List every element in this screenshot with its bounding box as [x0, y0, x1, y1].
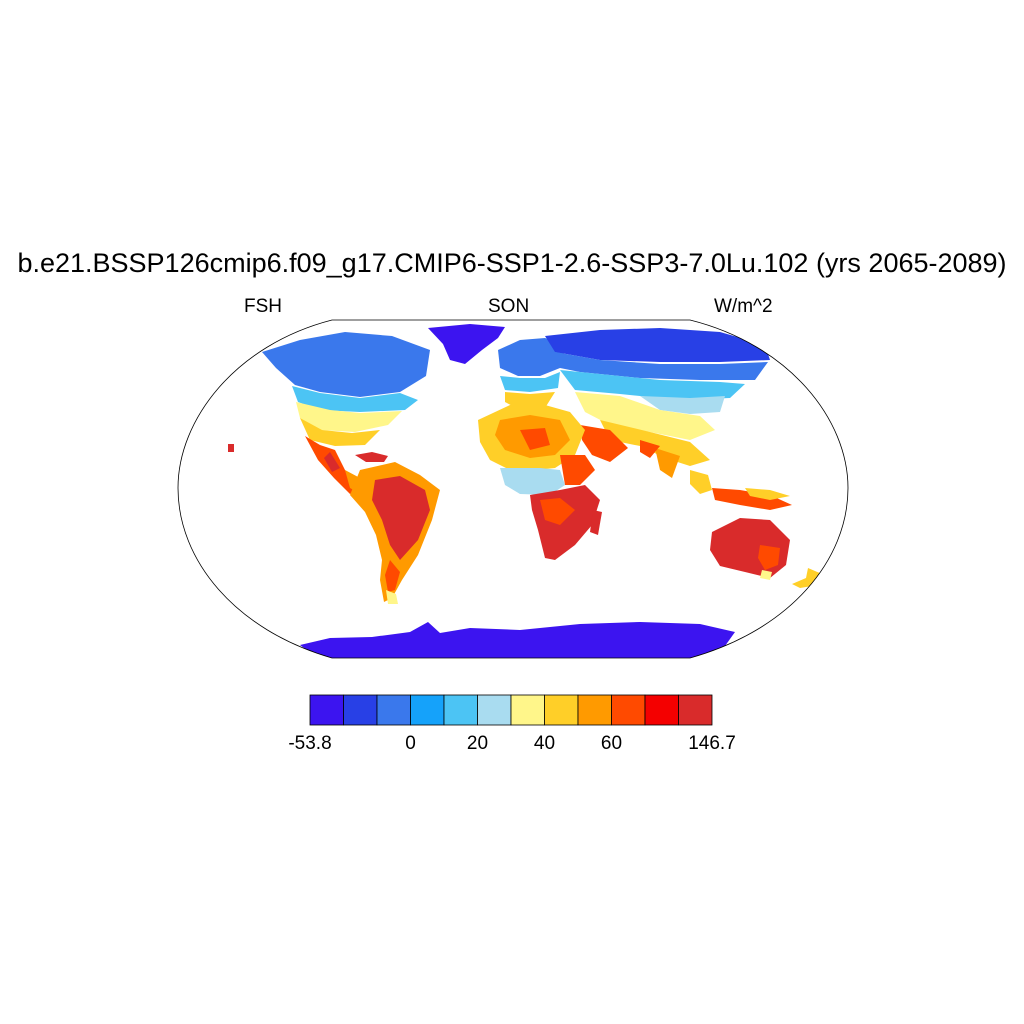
- colorbar-swatch: [544, 694, 579, 726]
- africa: [478, 405, 602, 560]
- greenland: [428, 324, 505, 364]
- colorbar-swatch: [577, 694, 612, 726]
- map-title: b.e21.BSSP126cmip6.f09_g17.CMIP6-SSP1-2.…: [17, 248, 1007, 278]
- colorbar-swatch: [644, 694, 679, 726]
- colorbar-swatch: [477, 694, 512, 726]
- colorbar-swatch: [309, 694, 344, 726]
- units-label: W/m^2: [714, 296, 773, 317]
- colorbar-swatch: [678, 694, 713, 726]
- colorbar-swatch: [510, 694, 545, 726]
- colorbar-swatch: [443, 694, 478, 726]
- colorbar-swatch: [611, 694, 646, 726]
- maritime-continent: [690, 470, 792, 510]
- south-america: [350, 462, 440, 604]
- asia: [545, 328, 770, 478]
- hawaii: [228, 444, 234, 452]
- caribbean: [355, 452, 388, 462]
- colorbar-swatch: [410, 694, 445, 726]
- colorbar: [309, 694, 713, 726]
- antarctica: [300, 622, 735, 658]
- new-zealand: [792, 568, 822, 588]
- north-america: [262, 332, 430, 496]
- colorbar-tick-label: -53.8: [288, 733, 331, 754]
- map-frame: [177, 319, 849, 659]
- colorbar-tick-label: 0: [405, 733, 416, 754]
- season-label: SON: [488, 296, 530, 317]
- arabian-peninsula: [580, 425, 628, 462]
- colorbar-tick-label: 60: [601, 733, 622, 754]
- colorbar-tick-label: 40: [534, 733, 555, 754]
- australia: [710, 518, 790, 580]
- colorbar-tick-label: 20: [467, 733, 488, 754]
- colorbar-tick-label: 146.7: [688, 733, 736, 754]
- variable-label: FSH: [244, 296, 282, 317]
- colorbar-labels: -53.8 0 20 40 60 146.7: [288, 733, 735, 754]
- colorbar-swatch: [376, 694, 411, 726]
- colorbar-swatch: [343, 694, 378, 726]
